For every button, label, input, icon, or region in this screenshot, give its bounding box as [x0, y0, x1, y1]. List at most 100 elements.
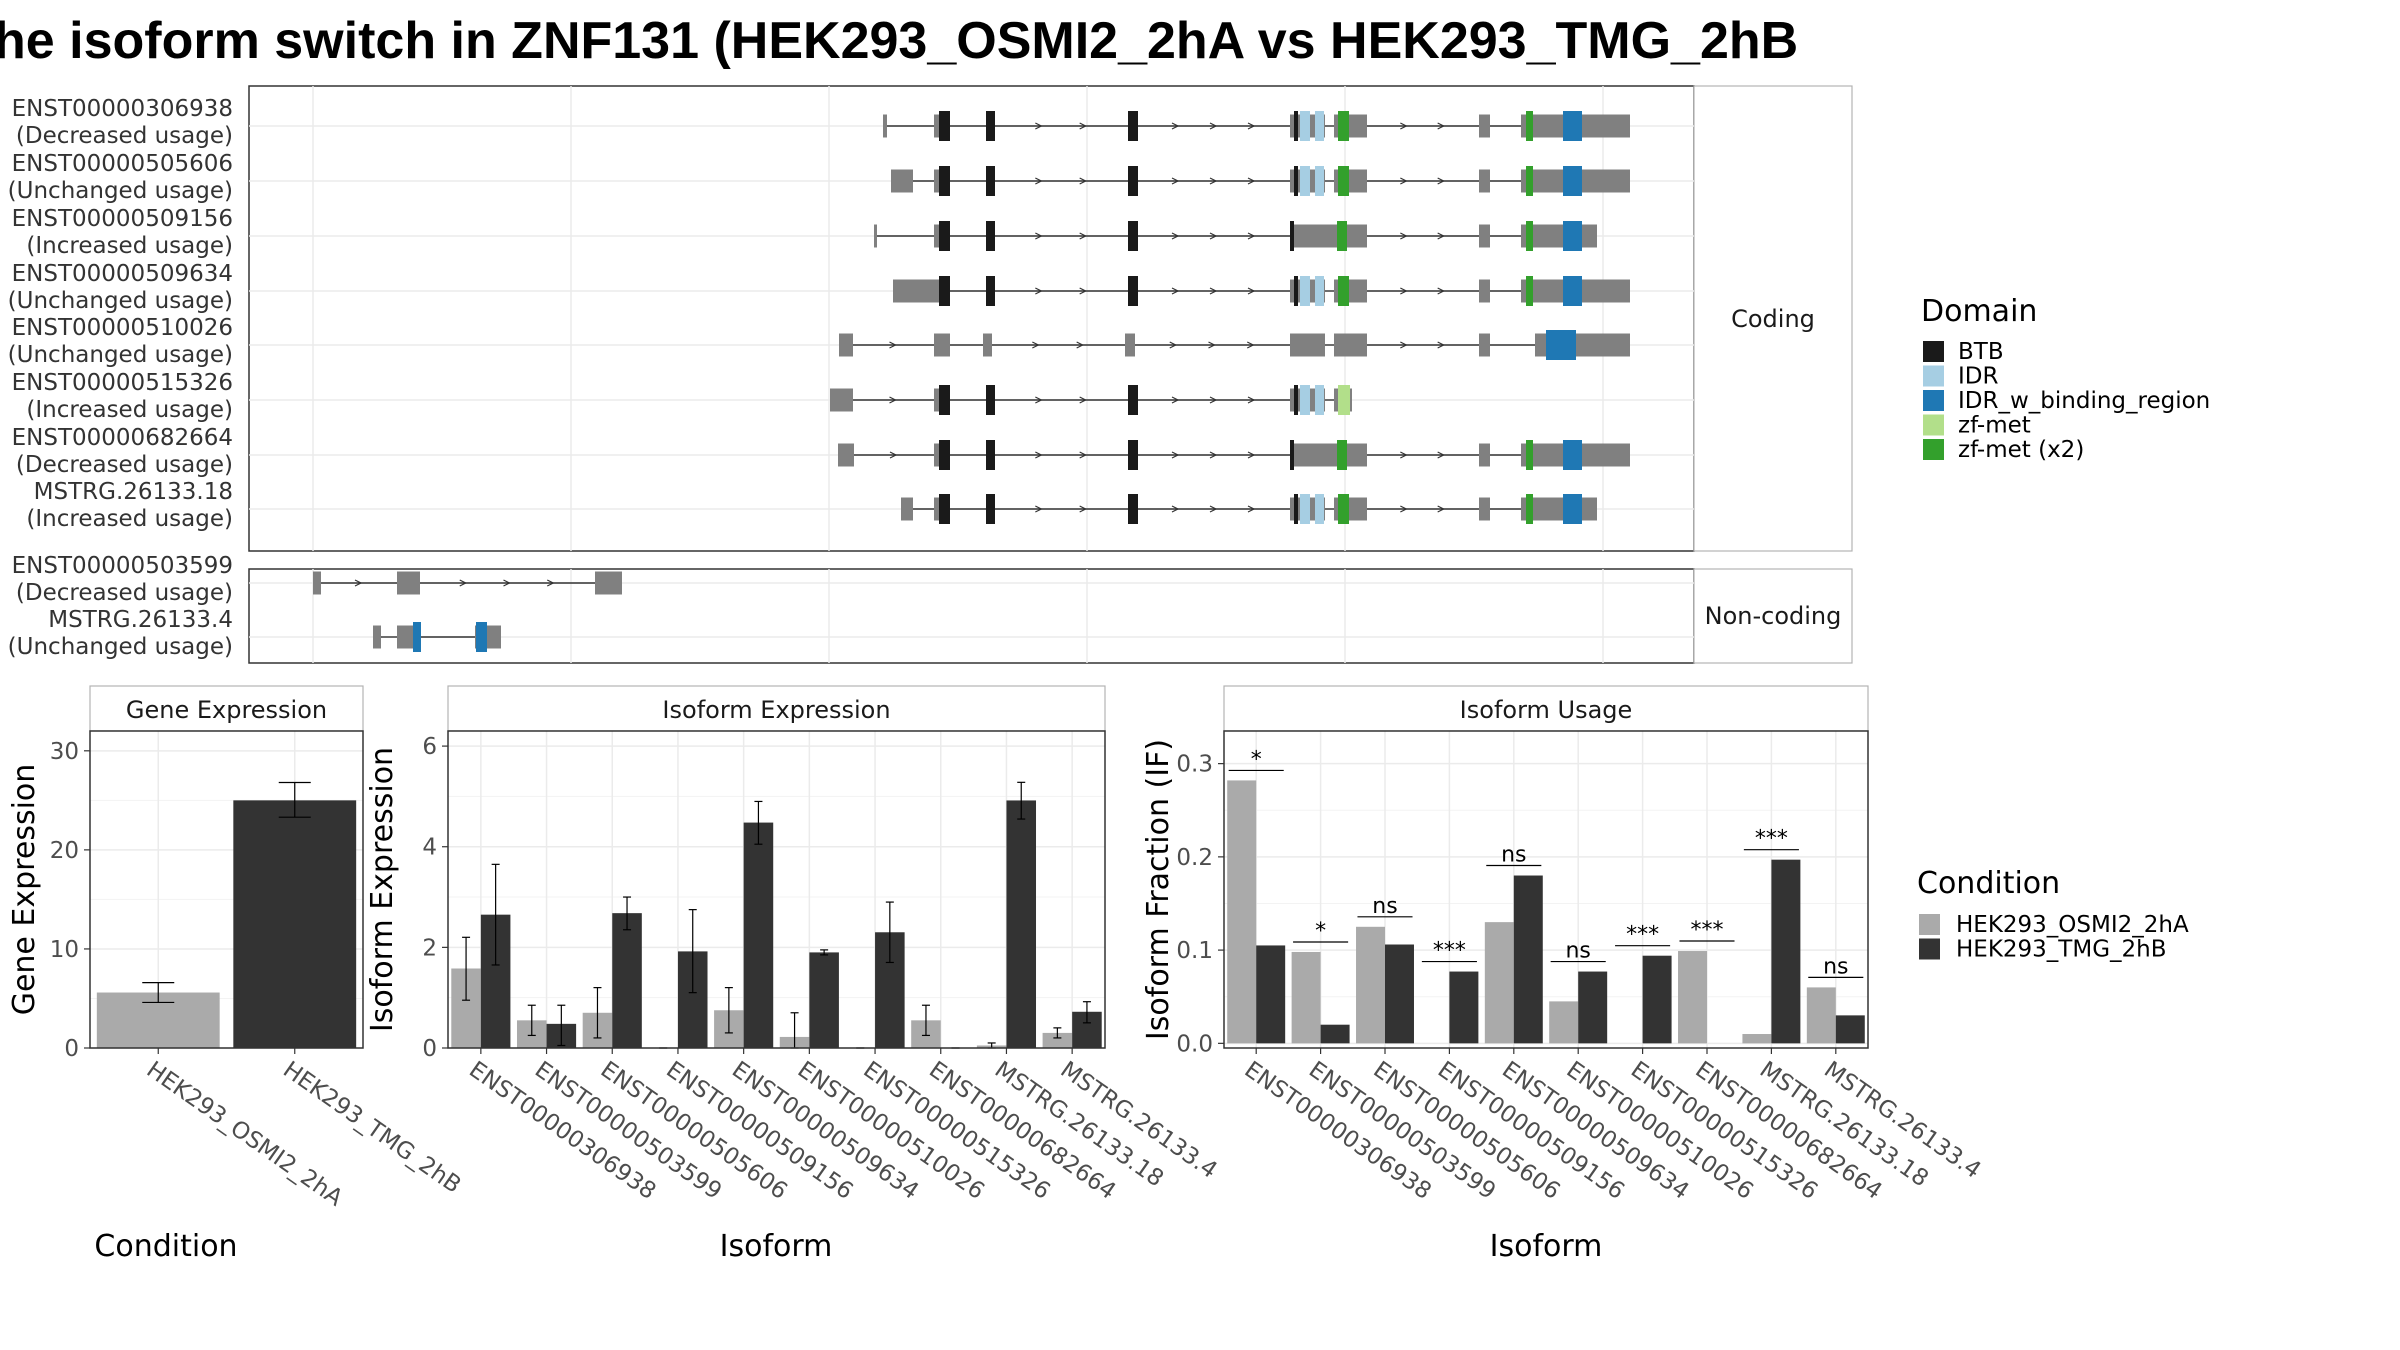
intron-arrow	[1171, 177, 1180, 185]
transcript-usage-label: (Decreased usage)	[16, 580, 233, 606]
exon-block	[1338, 166, 1349, 196]
significance-label: ns	[1565, 939, 1590, 964]
y-axis-title: Gene Expression	[7, 764, 42, 1016]
exon-block	[413, 622, 421, 652]
transcript-usage-label: (Unchanged usage)	[8, 342, 233, 368]
bar	[1042, 1032, 1073, 1048]
significance-label: ns	[1823, 954, 1848, 979]
intron-arrow	[1171, 451, 1180, 459]
bar	[612, 913, 642, 1048]
transcript-id-label: ENST00000505606	[12, 151, 233, 177]
intron-arrow	[1400, 287, 1408, 295]
intron-arrow	[354, 579, 363, 587]
y-tick-label: 0.3	[1176, 752, 1213, 778]
y-tick-label: 0.1	[1176, 938, 1213, 964]
transcript-id-label: ENST00000503599	[12, 553, 233, 579]
y-tick-label: 6	[422, 734, 437, 760]
bar	[1385, 944, 1414, 1044]
intron-arrow	[1171, 505, 1180, 513]
exon-block	[1526, 111, 1533, 141]
intron-arrow	[1169, 341, 1178, 349]
intron-arrow	[889, 396, 897, 404]
exon-block	[1526, 494, 1533, 524]
exon-block	[1337, 440, 1347, 470]
intron-arrow	[1079, 505, 1088, 513]
chart-frame	[89, 730, 364, 1049]
exon-block	[1479, 224, 1490, 248]
bar	[1835, 1015, 1865, 1044]
intron-arrow	[1209, 232, 1218, 240]
intron-arrow	[1209, 505, 1218, 513]
significance-label: ***	[1626, 923, 1659, 948]
intron-arrow	[1437, 505, 1446, 513]
intron-arrow	[1209, 122, 1218, 130]
intron-arrow	[1079, 232, 1088, 240]
intron-arrow	[1400, 341, 1408, 349]
intron-arrow	[1035, 122, 1043, 130]
bar	[1484, 922, 1514, 1044]
domain-legend-swatch	[1923, 390, 1944, 411]
exon-block	[939, 166, 950, 196]
x-axis-title: Isoform	[720, 1229, 833, 1264]
chart-title: Isoform Expression	[662, 696, 890, 724]
exon-block	[1563, 166, 1582, 196]
transcript-id-label: ENST00000515326	[12, 370, 233, 396]
exon-block	[986, 494, 995, 524]
intron-arrow	[1171, 122, 1180, 130]
exon-block	[1300, 166, 1310, 196]
intron-arrow	[1400, 177, 1408, 185]
exon-block	[1526, 440, 1533, 470]
coding-strip	[1693, 85, 1853, 552]
y-tick-label: 0	[64, 1036, 79, 1062]
y-tick-label: 0	[422, 1036, 437, 1062]
x-axis-title: Condition	[94, 1229, 237, 1264]
exon-block	[1546, 330, 1576, 360]
exon-block	[1128, 221, 1138, 251]
intron-arrow	[1437, 287, 1446, 295]
exon-block	[1479, 279, 1490, 303]
bar	[1678, 951, 1707, 1044]
chart-panel	[448, 731, 1105, 1048]
exon-block	[1125, 333, 1135, 357]
domain-legend-title: Domain	[1921, 294, 2037, 329]
exon-block	[1128, 494, 1138, 524]
exon-block	[1563, 111, 1582, 141]
condition-legend-label: HEK293_OSMI2_2hA	[1956, 912, 2189, 938]
bar	[1006, 800, 1037, 1048]
exon-block	[1338, 276, 1349, 306]
bar	[1256, 945, 1286, 1044]
exon-block	[1341, 443, 1367, 467]
exon-block	[476, 622, 487, 652]
exon-block	[986, 385, 995, 415]
legends: Domain BTBIDRIDR_w_binding_regionzf-metzf…	[1917, 294, 2210, 963]
exon-block	[1290, 224, 1340, 248]
bar	[1549, 1001, 1579, 1044]
intron-arrow	[1209, 177, 1218, 185]
intron-arrow	[1079, 451, 1088, 459]
exon-block	[1479, 114, 1490, 138]
exon-block	[1315, 494, 1324, 524]
exon-block	[1294, 385, 1298, 415]
exon-block	[1300, 276, 1310, 306]
transcript-usage-label: (Increased usage)	[26, 397, 233, 423]
intron-arrow	[1437, 122, 1446, 130]
intron-arrow	[1400, 505, 1408, 513]
intron-arrow	[1437, 232, 1446, 240]
condition-legend-swatch	[1919, 938, 1940, 960]
domain-legend-label: zf-met (x2)	[1958, 437, 2084, 463]
y-tick-label: 20	[50, 838, 79, 864]
transcript-usage-label: (Unchanged usage)	[8, 178, 233, 204]
expression-charts: Gene Expression0102030HEK293_OSMI2_2hAHE…	[7, 685, 1985, 1264]
domain-legend-swatch	[1923, 414, 1944, 436]
intron-arrow	[1035, 451, 1043, 459]
exon-block	[883, 114, 887, 138]
exon-block	[1294, 276, 1298, 306]
y-tick-label: 30	[50, 739, 79, 765]
intron-arrow	[1035, 505, 1043, 513]
exon-block	[1294, 166, 1298, 196]
exon-block	[986, 440, 995, 470]
transcript-id-label: ENST00000510026	[12, 315, 233, 341]
transcript-id-label: ENST00000509634	[12, 261, 233, 287]
bar	[1742, 1034, 1772, 1044]
